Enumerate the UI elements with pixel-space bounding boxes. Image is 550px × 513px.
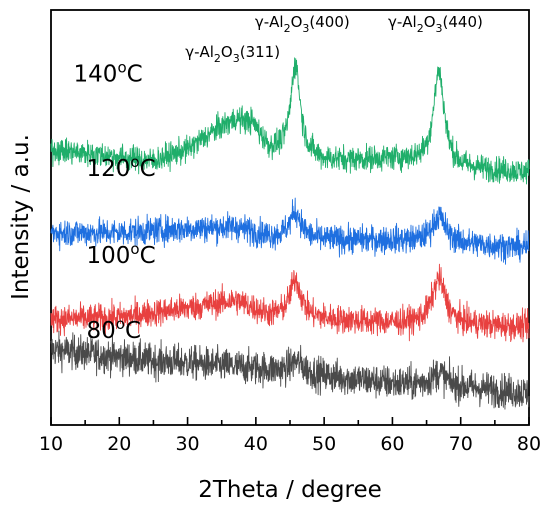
series-label-100C: 100oC xyxy=(87,240,156,269)
series-line-80 xyxy=(50,330,530,410)
x-tick-label-20: 20 xyxy=(107,433,131,455)
y-axis-title: Intensity / a.u. xyxy=(8,134,34,300)
x-tick-label-80: 80 xyxy=(517,433,541,455)
peak-label-3: γ-Al2O3(440) xyxy=(388,13,483,35)
series-label-140C: 140oC xyxy=(74,59,143,88)
x-tick-label-30: 30 xyxy=(175,433,199,455)
series-layer xyxy=(50,57,530,410)
peak-annotations: γ-Al2O3(311) γ-Al2O3(400) γ-Al2O3(440) xyxy=(185,13,483,65)
series-line-120 xyxy=(50,197,530,265)
series-label-120C: 120oC xyxy=(87,153,156,182)
x-tick-label-60: 60 xyxy=(380,433,404,455)
x-tick-label-50: 50 xyxy=(312,433,336,455)
x-tick-label-10: 10 xyxy=(39,433,63,455)
x-tick-label-70: 70 xyxy=(449,433,473,455)
series-line-140 xyxy=(50,57,530,185)
peak-label-2: γ-Al2O3(400) xyxy=(255,13,350,35)
x-axis-title: 2Theta / degree xyxy=(198,477,382,503)
series-line-100 xyxy=(50,263,530,343)
series-label-80C: 80oC xyxy=(87,315,142,344)
x-tick-label-40: 40 xyxy=(244,433,268,455)
series-labels: 80oC 100oC 120oC 140oC xyxy=(74,59,156,345)
peak-label-1: γ-Al2O3(311) xyxy=(185,43,280,65)
x-axis-tick-labels: 10 20 30 40 50 60 70 80 xyxy=(39,433,541,455)
x-axis-ticks xyxy=(50,417,530,425)
